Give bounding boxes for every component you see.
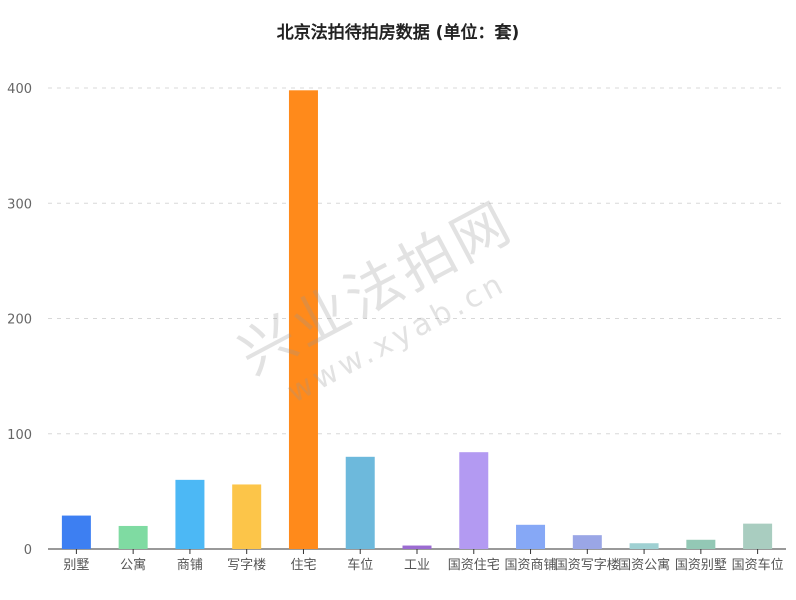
x-tick-label: 写字楼 bbox=[227, 558, 266, 573]
y-tick-label: 400 bbox=[7, 82, 32, 97]
bar bbox=[118, 525, 148, 549]
bar bbox=[686, 539, 716, 549]
bar bbox=[175, 479, 205, 549]
x-tick-label: 国资写字楼 bbox=[555, 558, 620, 573]
chart-title: 北京法拍待拍房数据 (单位：套) bbox=[276, 23, 520, 43]
y-tick-label: 200 bbox=[7, 313, 32, 328]
x-tick-label: 国资车位 bbox=[732, 557, 784, 573]
x-tick-label: 国资别墅 bbox=[675, 558, 727, 573]
bar bbox=[288, 90, 318, 550]
x-tick-label: 国资公寓 bbox=[618, 557, 670, 573]
bar bbox=[743, 523, 773, 549]
bar bbox=[402, 545, 432, 549]
bar bbox=[345, 456, 375, 549]
bar bbox=[61, 515, 91, 549]
y-tick-label: 100 bbox=[7, 428, 32, 443]
bar bbox=[629, 543, 659, 549]
bar bbox=[232, 484, 262, 549]
x-tick-label: 公寓 bbox=[120, 557, 146, 573]
x-tick-label: 国资商铺 bbox=[505, 558, 557, 573]
x-tick-label: 住宅 bbox=[290, 558, 316, 573]
x-tick-label: 车位 bbox=[347, 557, 373, 573]
x-tick-label: 国资住宅 bbox=[448, 558, 500, 573]
bar bbox=[516, 524, 546, 549]
bar bbox=[459, 452, 489, 549]
y-tick-label: 300 bbox=[7, 197, 32, 212]
x-tick-label: 商铺 bbox=[177, 558, 203, 573]
x-tick-label: 工业 bbox=[404, 558, 430, 573]
y-tick-label: 0 bbox=[24, 543, 32, 558]
x-tick-label: 别墅 bbox=[63, 558, 89, 573]
bar bbox=[572, 535, 602, 549]
